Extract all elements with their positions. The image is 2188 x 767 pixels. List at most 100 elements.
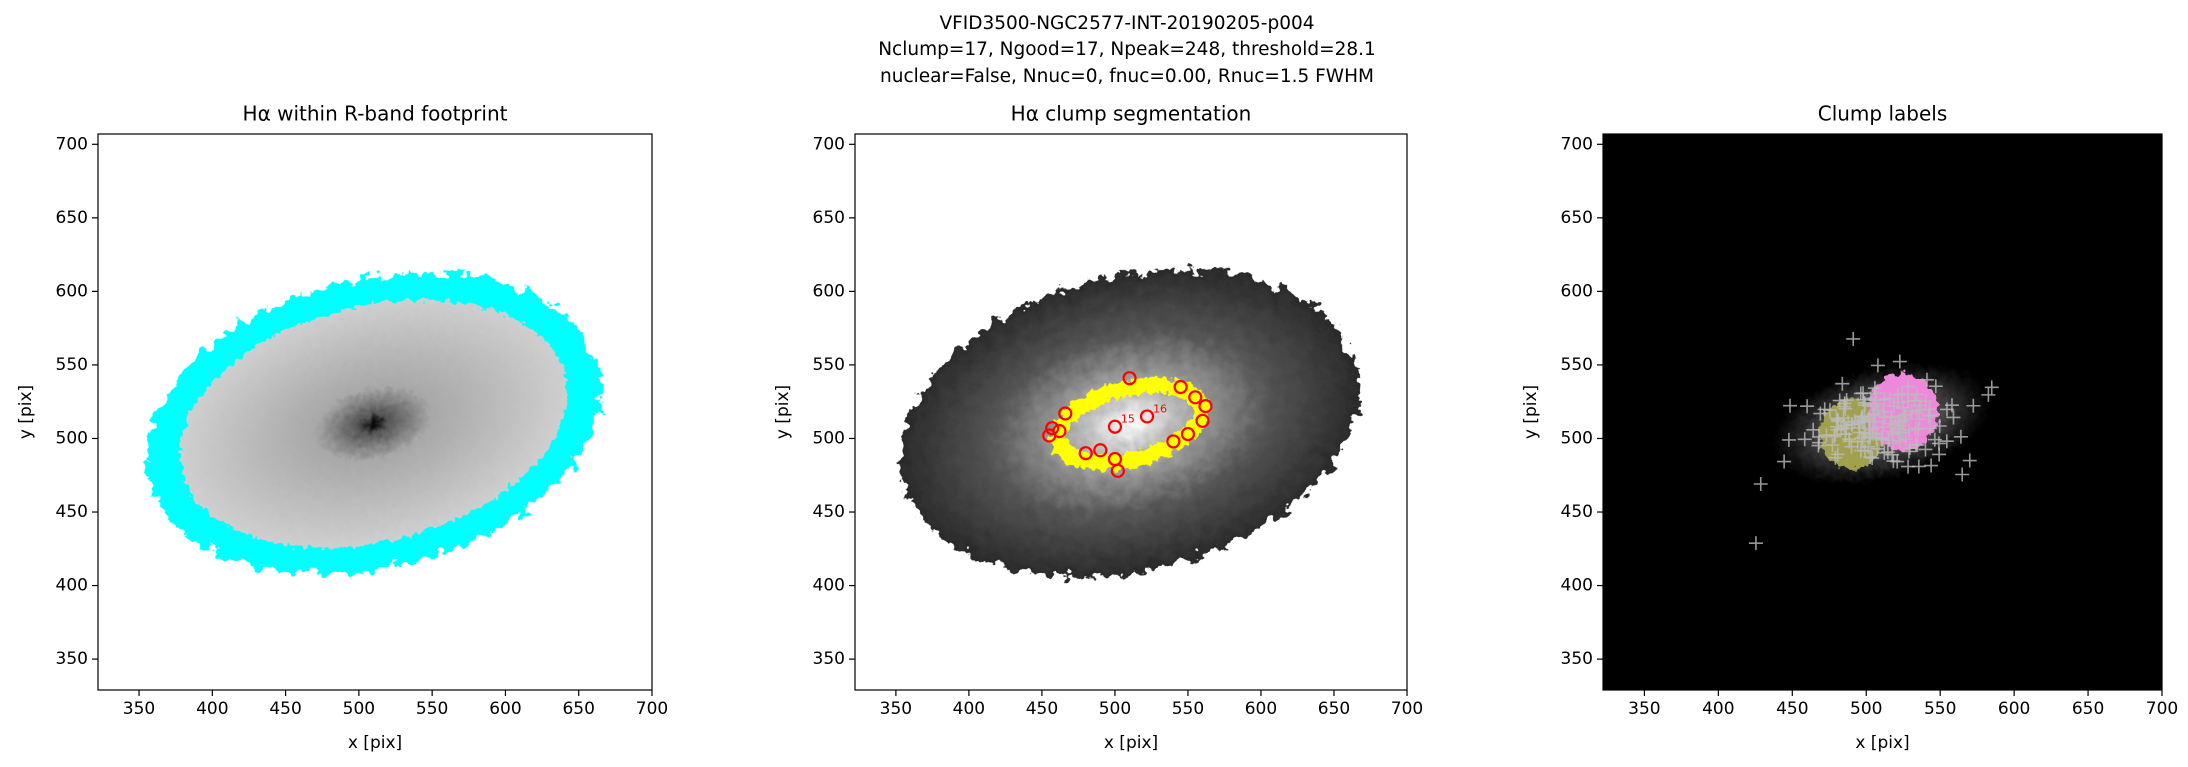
peak-marker: [1800, 399, 1815, 414]
peak-marker: [1886, 454, 1901, 469]
peak-marker: [1838, 401, 1853, 416]
clump-marker: [1173, 379, 1188, 395]
peak-marker: [1748, 536, 1763, 551]
x-tick-label: 700: [1391, 699, 1423, 719]
x-tick-label: 400: [196, 699, 228, 719]
peak-marker: [1946, 410, 1961, 425]
y-tick-label: 700: [1561, 134, 1593, 154]
clump-marker: [1078, 446, 1093, 461]
y-tick-label: 400: [56, 576, 88, 596]
axes-frame: [1602, 133, 2163, 691]
peak-marker: [1863, 391, 1878, 406]
clump-marker: [1122, 371, 1137, 386]
peak-marker: [1932, 447, 1947, 462]
x-tick-label: 450: [1026, 699, 1058, 719]
y-tick-label: 600: [56, 281, 88, 301]
peak-marker: [1870, 358, 1885, 373]
peak-marker: [1910, 406, 1925, 421]
x-tick-label: 500: [1850, 699, 1882, 719]
peak-marker: [1853, 386, 1868, 401]
y-tick-label: 500: [813, 428, 845, 448]
peak-marker: [1901, 423, 1916, 438]
peak-marker: [1777, 454, 1792, 469]
peak-marker: [1924, 458, 1939, 473]
peak-marker: [1822, 403, 1837, 418]
y-tick-label: 450: [56, 502, 88, 522]
peak-marker: [1830, 422, 1845, 437]
peak-marker: [1918, 394, 1933, 409]
peak-marker: [1902, 441, 1917, 456]
peak-marker: [1838, 427, 1853, 442]
x-tick-label: 550: [1924, 699, 1956, 719]
peak-marker: [1813, 406, 1828, 421]
peak-marker: [1966, 398, 1981, 413]
x-tick-label: 550: [416, 699, 448, 719]
axes-frame: [97, 133, 653, 691]
peak-marker: [1828, 450, 1843, 465]
x-tick-label: 450: [269, 699, 301, 719]
peak-marker: [1806, 422, 1821, 437]
peak-marker: [1909, 437, 1924, 452]
suptitle: VFID3500-NGC2577-INT-20190205-p004: [939, 13, 1314, 34]
peak-marker: [1892, 354, 1907, 369]
peak-marker: [1867, 408, 1882, 423]
peak-marker: [1893, 413, 1908, 428]
axes-title: Hα clump segmentation: [1011, 102, 1252, 126]
y-tick-label: 650: [813, 208, 845, 228]
x-tick-label: 700: [2146, 699, 2178, 719]
clump-marker: [1058, 406, 1073, 421]
peak-marker: [1875, 432, 1890, 447]
peak-marker: [1819, 428, 1834, 443]
x-tick-label: 650: [1318, 699, 1350, 719]
peak-marker: [1893, 434, 1908, 449]
clump-marker: [1093, 443, 1108, 458]
peak-marker: [1844, 417, 1859, 432]
clump-marker: [1139, 409, 1155, 424]
peak-marker: [1856, 392, 1871, 407]
y-tick-label: 450: [1561, 502, 1593, 522]
peak-marker: [1811, 438, 1826, 453]
galaxy: [146, 273, 601, 575]
x-tick-label: 350: [880, 699, 912, 719]
x-tick-label: 700: [636, 699, 668, 719]
x-tick-label: 650: [562, 699, 594, 719]
peak-marker: [1869, 431, 1884, 446]
y-axis-label: y [pix]: [1521, 385, 1541, 439]
peak-marker: [1892, 421, 1907, 436]
peak-marker: [1962, 453, 1977, 468]
clump-marker: [1195, 413, 1210, 428]
x-tick-label: 500: [343, 699, 375, 719]
peak-marker: [1909, 387, 1924, 402]
axes-title: Hα within R-band footprint: [243, 102, 508, 126]
halpha-image: [900, 270, 1360, 578]
y-tick-label: 600: [1561, 281, 1593, 301]
peak-marker: [1953, 429, 1968, 444]
y-tick-label: 500: [56, 428, 88, 448]
x-axis-label: x [pix]: [348, 733, 402, 753]
peak-marker: [1850, 434, 1865, 449]
x-tick-label: 450: [1776, 699, 1808, 719]
peak-marker: [1911, 422, 1926, 437]
peak-marker: [1912, 403, 1927, 418]
axes-frame: [854, 133, 1408, 691]
y-tick-label: 550: [1561, 355, 1593, 375]
peak-marker: [1830, 447, 1845, 462]
peak-marker: [1853, 443, 1868, 458]
x-tick-label: 350: [1628, 699, 1660, 719]
peak-marker: [1863, 430, 1878, 445]
peak-marker: [1944, 398, 1959, 413]
y-tick-label: 700: [56, 134, 88, 154]
clump-marker: [1188, 390, 1203, 405]
clump-marker: [1045, 421, 1060, 436]
axes-image: [1603, 134, 2162, 690]
y-tick-label: 500: [1561, 428, 1593, 448]
x-tick-label: 600: [1998, 699, 2030, 719]
x-tick-label: 550: [1172, 699, 1204, 719]
x-tick-label: 400: [1702, 699, 1734, 719]
clump-marker: [1052, 424, 1067, 439]
y-axis-label: y [pix]: [16, 385, 36, 439]
y-axis-label: y [pix]: [773, 385, 793, 439]
y-tick-label: 350: [56, 649, 88, 669]
peak-marker: [1865, 450, 1880, 465]
